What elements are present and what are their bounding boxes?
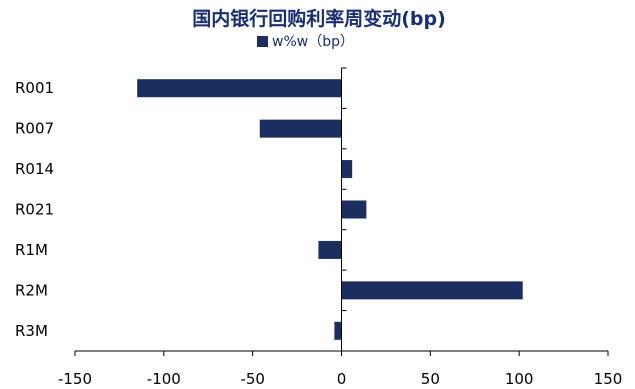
legend-swatch (257, 36, 268, 47)
x-tick-label: -50 (240, 370, 265, 388)
bar-r3m (334, 321, 342, 340)
category-label-r3m: R3M (15, 322, 48, 340)
category-label-r021: R021 (15, 201, 54, 219)
x-tick-label: 0 (337, 370, 347, 388)
category-label-r014: R014 (15, 160, 54, 178)
x-tick-label: -100 (147, 370, 181, 388)
x-tick-label: 50 (421, 370, 440, 388)
bar-r007 (259, 119, 342, 138)
legend-label: w%w（bp） (272, 34, 354, 50)
bar-r021 (341, 200, 367, 219)
bar-r1m (318, 240, 342, 259)
category-label-r1m: R1M (15, 241, 48, 259)
category-label-r2m: R2M (15, 281, 48, 299)
category-label-r001: R001 (15, 79, 54, 97)
bar-r2m (341, 281, 523, 300)
axes-group: R001 R007 R014 R021 R1M R2M R3M -150 -100 -50 0 50 1… (15, 67, 623, 388)
bars-group (137, 79, 523, 340)
x-tick-label: 150 (594, 370, 623, 388)
bar-r014 (341, 160, 353, 179)
x-tick-label: -150 (58, 370, 92, 388)
legend: w%w（bp） (257, 34, 354, 50)
x-tick-label: 100 (505, 370, 534, 388)
bar-r001 (137, 79, 342, 98)
category-label-r007: R007 (15, 120, 54, 138)
chart-title: 国内银行回购利率周变动(bp) (192, 7, 446, 30)
